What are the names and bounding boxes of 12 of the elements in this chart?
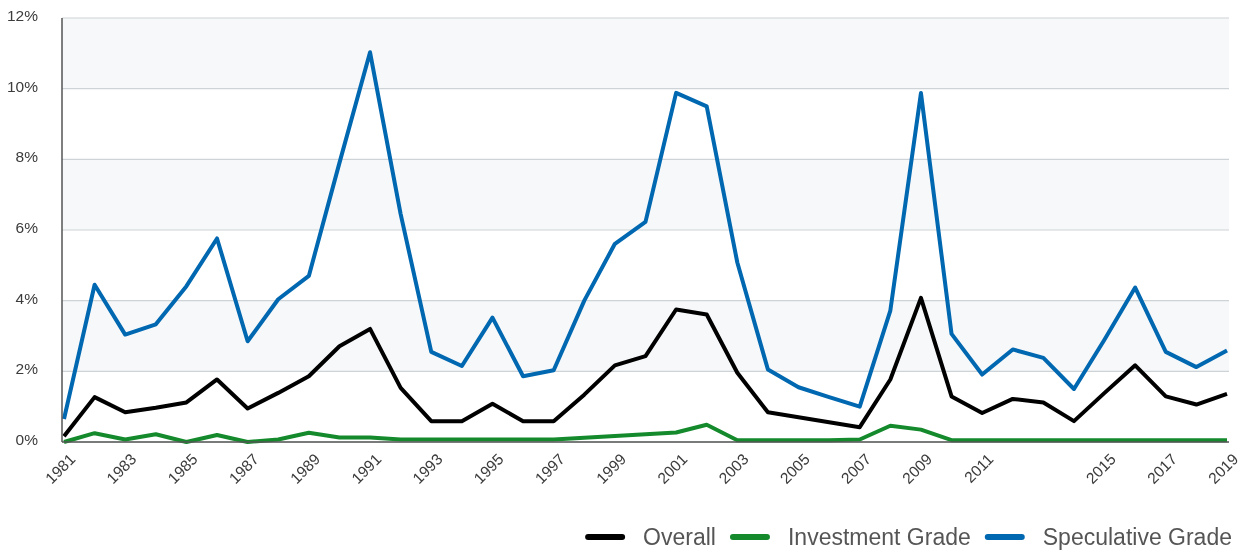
line-series (62, 50, 1229, 422)
y-tick-label: 12% (6, 6, 39, 24)
y-tick-label: 6% (15, 218, 39, 236)
line-series (62, 295, 1229, 439)
legend-label: Overall (643, 524, 716, 550)
y-tick-label: 10% (6, 77, 39, 95)
y-tick-label: 0% (15, 430, 39, 448)
y-tick-label: 2% (15, 359, 39, 377)
y-tick-label: 8% (15, 147, 39, 165)
legend-label: Investment Grade (787, 524, 971, 550)
y-tick-label: 4% (15, 289, 39, 307)
legend-label: Speculative Grade (1042, 524, 1233, 550)
